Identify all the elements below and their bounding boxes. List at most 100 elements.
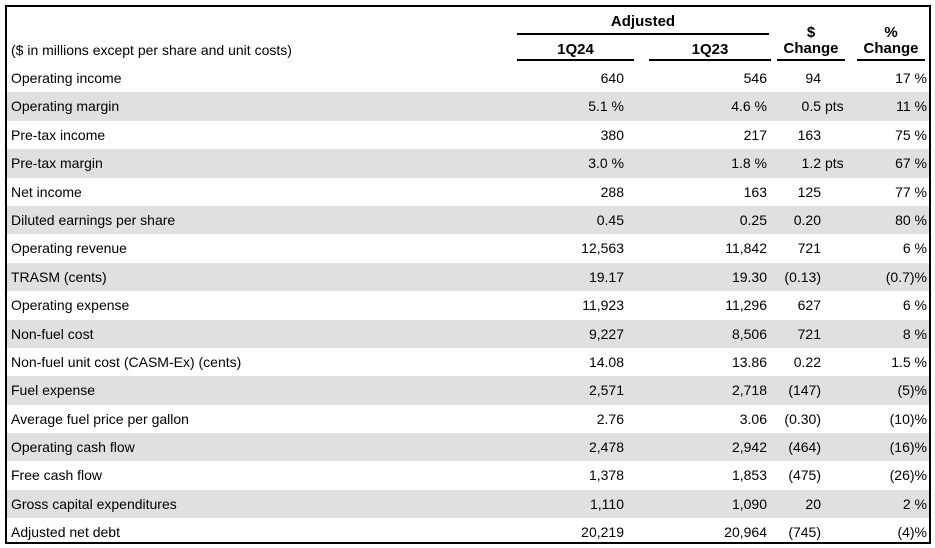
value-1q24: 11,923 xyxy=(582,297,624,314)
value-change-unit: pts xyxy=(825,98,844,115)
value-pct-change: (16)% xyxy=(889,439,927,456)
table-row: Diluted earnings per share 0.45 0.25 0.20 80… xyxy=(7,205,929,235)
value-1q23: 4.6 % xyxy=(731,98,767,115)
row-label: Operating income xyxy=(11,70,122,86)
value-1q23: 1,853 xyxy=(731,467,767,484)
value-1q23: 3.06 xyxy=(739,410,767,427)
value-1q24: 12,563 xyxy=(581,240,624,257)
value-change-unit xyxy=(825,263,855,291)
value-1q23: 8,506 xyxy=(731,325,767,342)
table-row: TRASM (cents) 19.17 19.30 (0.13) (0.7)% xyxy=(7,262,929,292)
row-label: Pre-tax income xyxy=(11,126,106,143)
value-change-unit xyxy=(825,348,855,376)
value-pct-change: (4)% xyxy=(897,524,927,541)
value-change-unit xyxy=(825,376,855,404)
row-label: Non-fuel cost xyxy=(11,325,94,342)
col-underline-1q23 xyxy=(649,59,771,61)
row-label: Average fuel price per gallon xyxy=(11,410,189,427)
value-dollar-change: 721 xyxy=(797,325,821,342)
value-1q23: 1.8 % xyxy=(731,155,767,172)
row-label: Adjusted net debt xyxy=(11,524,120,541)
value-pct-change: (0.7)% xyxy=(885,268,927,285)
value-pct-change: 2 % xyxy=(902,495,927,512)
value-change-unit xyxy=(825,461,855,489)
col-underline-pct xyxy=(857,59,925,61)
col-underline-1q24 xyxy=(517,59,634,61)
table-row: Fuel expense 2,571 2,718 (147) (5)% xyxy=(7,376,929,405)
dollar-change-symbol: $ xyxy=(806,24,816,41)
value-change-unit xyxy=(825,405,855,433)
pct-change-word: Change xyxy=(863,40,919,57)
value-change-unit xyxy=(825,518,855,546)
table-row: Operating margin 5.1 % 4.6 % 0.5 pts 11 % xyxy=(7,92,929,121)
table-row: Non-fuel cost 9,227 8,506 721 8 % xyxy=(7,319,929,348)
value-dollar-change: 0.22 xyxy=(793,353,821,370)
value-dollar-change: 125 xyxy=(797,183,821,200)
value-1q24: 9,227 xyxy=(588,325,624,342)
table-row: Free cash flow 1,378 1,853 (475) (26)% xyxy=(7,461,929,489)
value-1q24: 1,378 xyxy=(588,467,624,484)
table-row: Operating expense 11,923 11,296 627 6 % xyxy=(7,291,929,319)
column-header-dollar-change: $ Change xyxy=(777,25,845,57)
value-1q24: 2,571 xyxy=(588,382,624,399)
value-change-unit xyxy=(825,234,855,262)
value-1q23: 1,090 xyxy=(731,495,767,512)
row-label: Operating revenue xyxy=(11,240,127,257)
value-change-unit xyxy=(825,291,855,319)
value-1q24: 2,478 xyxy=(588,439,624,456)
value-dollar-change: 163 xyxy=(797,126,821,143)
value-1q24: 640 xyxy=(600,70,624,86)
value-change-unit xyxy=(825,64,855,92)
value-1q23: 2,942 xyxy=(731,439,767,456)
value-1q24: 20,219 xyxy=(581,524,624,541)
value-pct-change: 77 % xyxy=(895,183,927,200)
dollar-change-word: Change xyxy=(783,40,839,57)
row-label: TRASM (cents) xyxy=(11,268,107,285)
value-dollar-change: 0.20 xyxy=(793,211,821,228)
table-row: Operating income 640 546 94 17 % xyxy=(7,64,929,92)
units-label: ($ in millions except per share and unit… xyxy=(11,42,292,58)
value-pct-change: (10)% xyxy=(889,410,927,427)
row-label: Diluted earnings per share xyxy=(11,211,176,228)
value-1q23: 163 xyxy=(743,183,767,200)
value-dollar-change: 627 xyxy=(797,297,821,314)
value-1q23: 217 xyxy=(743,126,767,143)
value-dollar-change: 0.5 xyxy=(801,98,821,115)
value-1q24: 19.17 xyxy=(588,268,624,285)
value-change-unit xyxy=(825,121,855,149)
value-pct-change: 6 % xyxy=(902,240,927,257)
value-1q23: 11,842 xyxy=(725,240,767,257)
table-row: Operating revenue 12,563 11,842 721 6 % xyxy=(7,234,929,262)
value-1q23: 13.86 xyxy=(731,353,767,370)
value-1q23: 0.25 xyxy=(739,211,767,228)
value-pct-change: 80 % xyxy=(895,211,927,228)
table-row: Net income 288 163 125 77 % xyxy=(7,178,929,206)
column-header-pct-change: % Change xyxy=(857,25,925,57)
value-1q24: 380 xyxy=(600,126,624,143)
value-change-unit xyxy=(825,433,855,461)
column-header-1q23: 1Q23 xyxy=(691,41,729,58)
value-pct-change: 11 % xyxy=(896,98,927,115)
row-label: Operating cash flow xyxy=(11,439,135,456)
value-1q23: 20,964 xyxy=(724,524,767,541)
row-label: Operating margin xyxy=(11,98,120,115)
row-label: Fuel expense xyxy=(11,382,96,399)
value-pct-change: (5)% xyxy=(897,382,927,399)
value-dollar-change: (464) xyxy=(788,439,821,456)
row-label: Pre-tax margin xyxy=(11,155,103,172)
value-1q24: 14.08 xyxy=(588,353,624,370)
value-dollar-change: (0.13) xyxy=(784,268,821,285)
value-1q23: 11,296 xyxy=(725,297,767,314)
table-row: Average fuel price per gallon 2.76 3.06 (0.… xyxy=(7,405,929,433)
row-label: Net income xyxy=(11,183,82,200)
value-1q24: 0.45 xyxy=(596,211,624,228)
financial-table: ($ in millions except per share and unit… xyxy=(5,5,931,544)
value-dollar-change: (745) xyxy=(788,524,821,541)
value-1q23: 19.30 xyxy=(731,268,767,285)
table-body: Operating income 640 546 94 17 % Operating ma… xyxy=(7,64,929,547)
group-underline xyxy=(517,33,769,35)
value-1q24: 288 xyxy=(600,183,624,200)
value-change-unit xyxy=(825,320,855,348)
value-pct-change: 75 % xyxy=(895,126,927,143)
table-row: Pre-tax income 380 217 163 75 % xyxy=(7,121,929,149)
